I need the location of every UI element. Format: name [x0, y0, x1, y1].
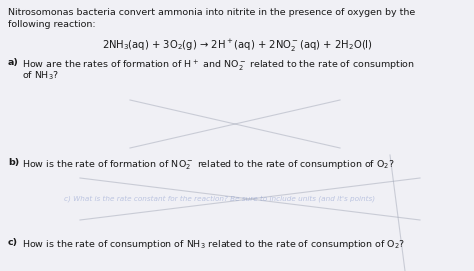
Text: How is the rate of consumption of NH$_3$ related to the rate of consumption of O: How is the rate of consumption of NH$_3$…: [22, 238, 405, 251]
Text: a): a): [8, 58, 19, 67]
Text: Nitrosomonas bacteria convert ammonia into nitrite in the presence of oxygen by : Nitrosomonas bacteria convert ammonia in…: [8, 8, 415, 17]
Text: c) What is the rate constant for the reaction? Be sure to include units (and it': c) What is the rate constant for the rea…: [64, 195, 375, 202]
Text: 2NH$_3$(aq) + 3O$_2$(g) → 2H$^+$(aq) + 2NO$_2^-$(aq) + 2H$_2$O(l): 2NH$_3$(aq) + 3O$_2$(g) → 2H$^+$(aq) + 2…: [101, 38, 373, 54]
Text: following reaction:: following reaction:: [8, 20, 96, 29]
Text: b): b): [8, 158, 19, 167]
Text: How are the rates of formation of H$^+$ and NO$_2^-$ related to the rate of cons: How are the rates of formation of H$^+$ …: [22, 58, 415, 73]
Text: How is the rate of formation of NO$_2^-$ related to the rate of consumption of O: How is the rate of formation of NO$_2^-$…: [22, 158, 395, 172]
Text: of NH$_3$?: of NH$_3$?: [22, 70, 59, 82]
Text: c): c): [8, 238, 18, 247]
